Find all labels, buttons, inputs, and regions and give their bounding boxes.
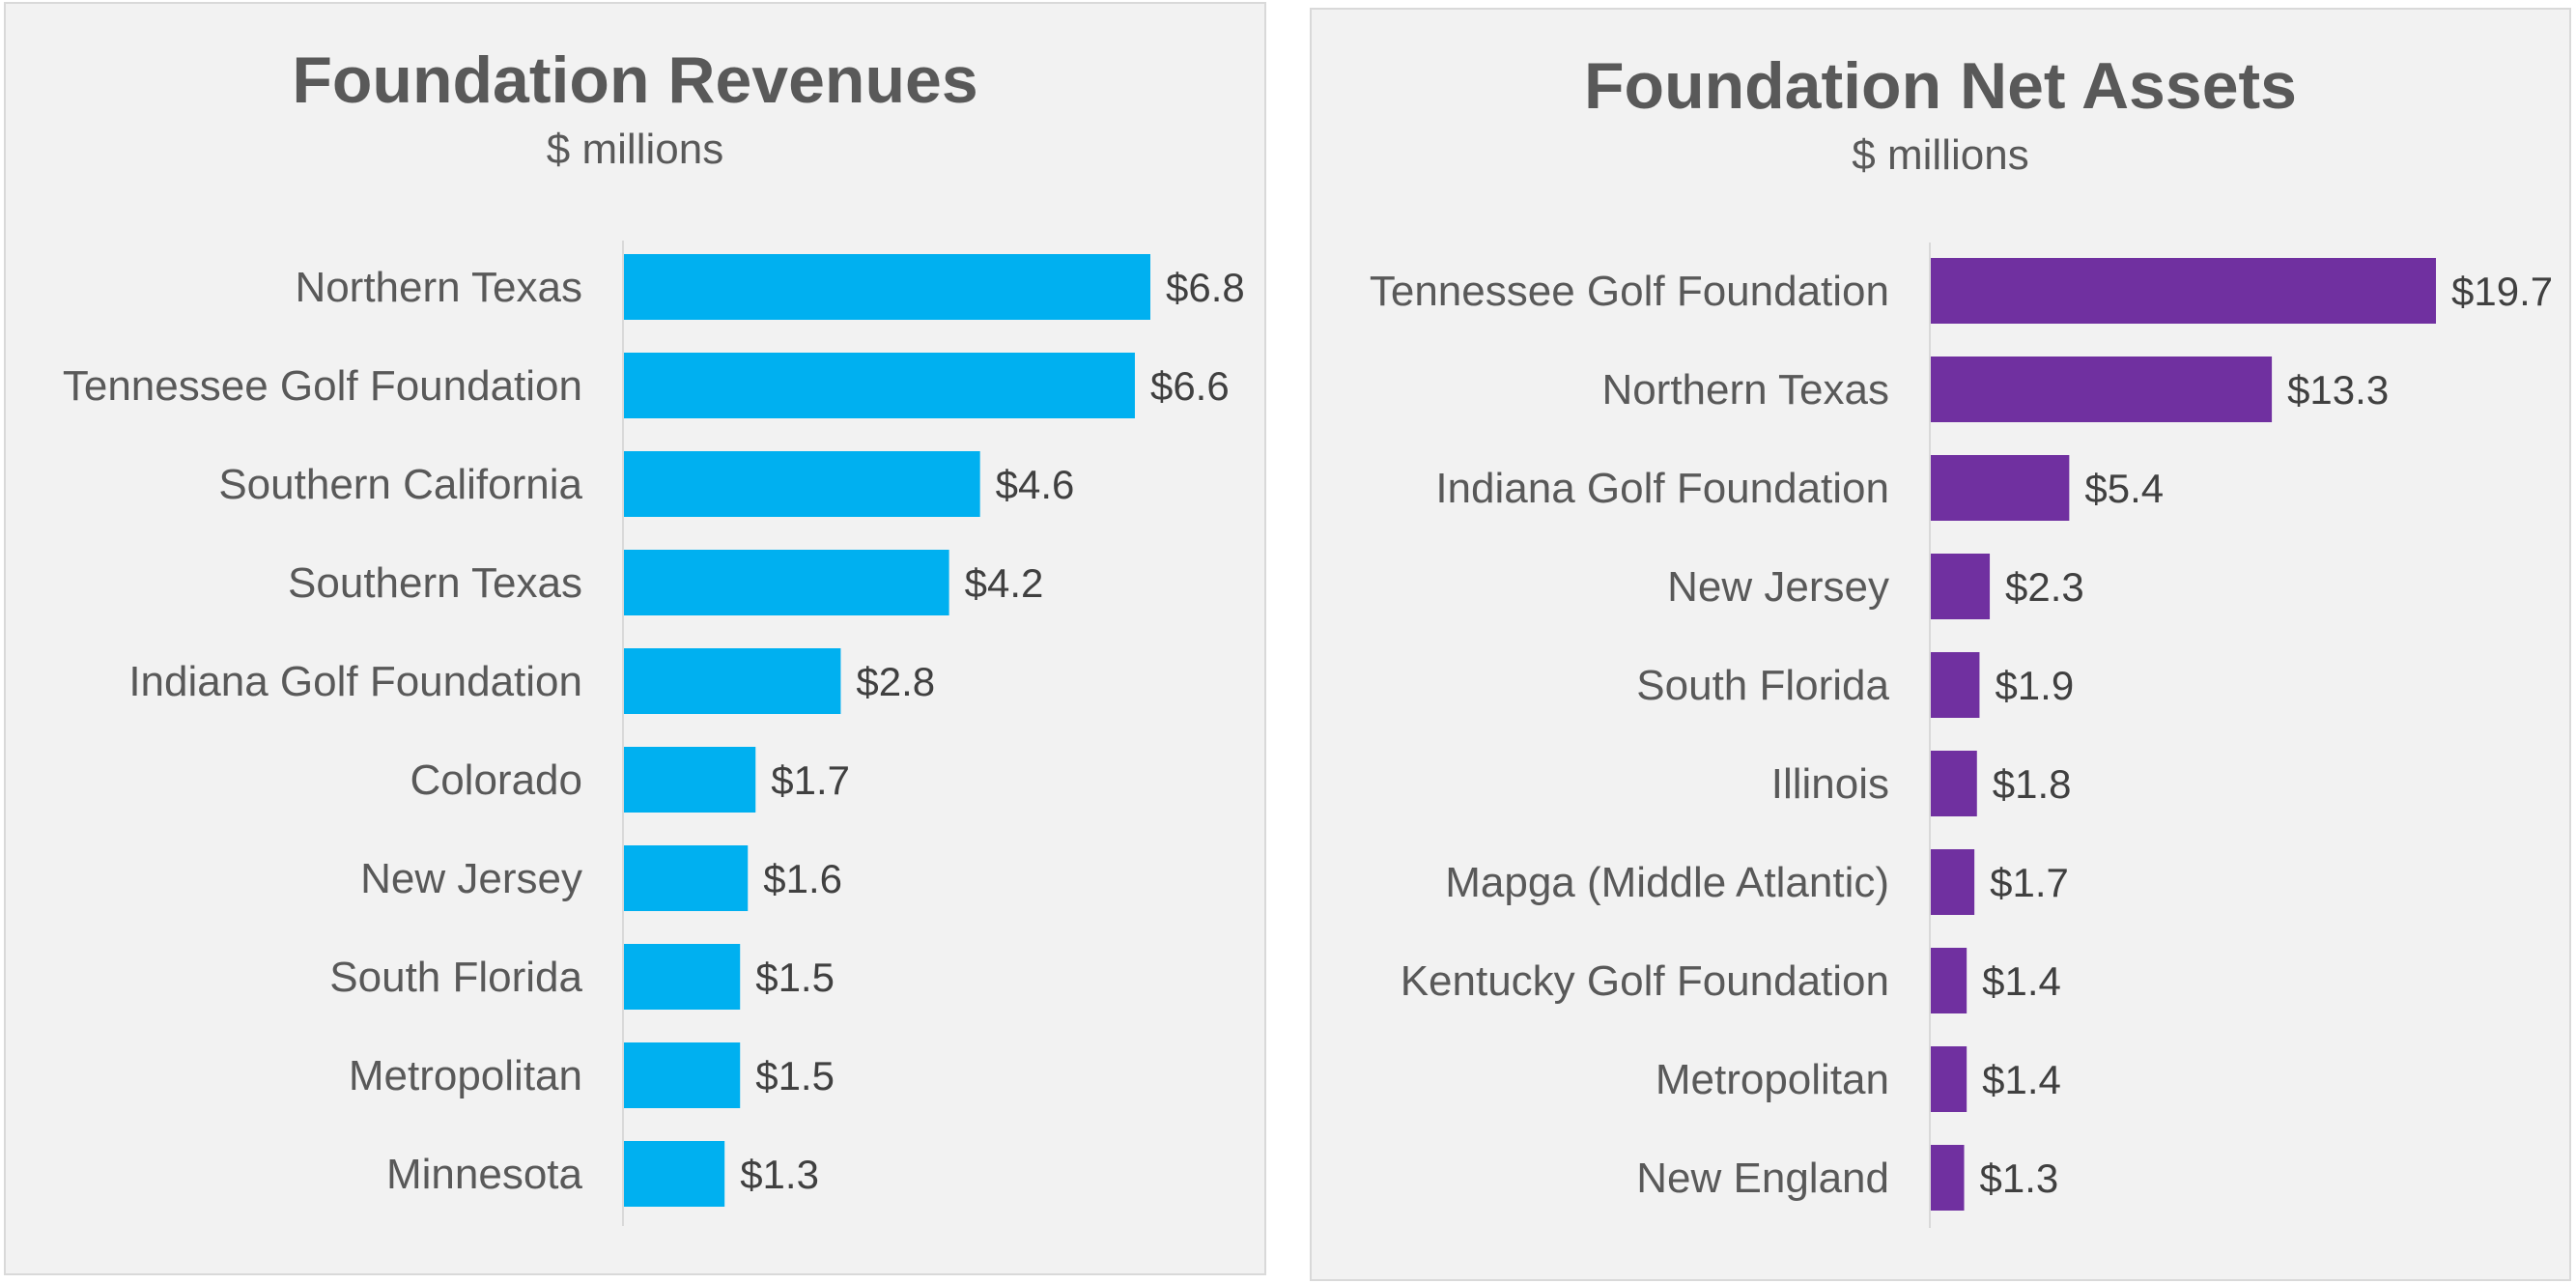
- data-label: $6.8: [1166, 265, 1245, 310]
- data-label: $2.3: [2005, 564, 2084, 610]
- category-label: Mapga (Middle Atlantic): [1445, 859, 1889, 906]
- data-label: $13.3: [2287, 367, 2389, 413]
- category-label: Southern California: [218, 461, 582, 508]
- bar: [624, 451, 980, 517]
- net-assets-bar-chart: Tennessee Golf Foundation $19.7 Northern T…: [1370, 243, 2553, 1228]
- bar: [1931, 1145, 1965, 1211]
- bar: [1931, 357, 2273, 422]
- data-label: $1.3: [740, 1152, 819, 1197]
- bar: [1931, 948, 1967, 1013]
- category-label: Kentucky Golf Foundation: [1401, 957, 1889, 1005]
- data-label: $1.5: [755, 1053, 835, 1099]
- category-label: Indiana Golf Foundation: [1435, 465, 1889, 512]
- revenues-chart-panel: Foundation Revenues $ millions Northern …: [4, 2, 1266, 1275]
- chart-title: Foundation Net Assets: [1584, 49, 2297, 123]
- bar: [1931, 652, 1980, 718]
- category-label: Minnesota: [386, 1151, 583, 1198]
- data-label: $1.4: [1982, 958, 2061, 1004]
- revenues-bar-chart: Northern Texas $6.8 Tennessee Golf Foundat…: [63, 241, 1245, 1226]
- bar: [1931, 554, 1991, 619]
- category-label: Tennessee Golf Foundation: [63, 362, 582, 410]
- bar: [1931, 258, 2436, 324]
- data-label: $1.4: [1982, 1057, 2061, 1102]
- bar: [624, 648, 841, 714]
- data-label: $6.6: [1150, 363, 1230, 409]
- category-label: Tennessee Golf Foundation: [1370, 268, 1889, 315]
- category-label: Southern Texas: [288, 559, 582, 607]
- bar: [624, 845, 749, 911]
- data-label: $1.7: [771, 757, 850, 803]
- category-label: South Florida: [1636, 662, 1889, 709]
- bar: [624, 747, 756, 813]
- chart-title: Foundation Revenues: [292, 43, 978, 117]
- data-label: $19.7: [2451, 269, 2553, 314]
- net-assets-chart-panel: Foundation Net Assets $ millions Tenness…: [1310, 8, 2571, 1281]
- data-label: $5.4: [2084, 466, 2164, 511]
- data-label: $1.6: [763, 856, 842, 901]
- bar: [624, 550, 949, 615]
- chart-subtitle: $ millions: [546, 126, 724, 173]
- bar: [624, 1141, 725, 1207]
- category-label: South Florida: [329, 954, 582, 1001]
- category-label: Metropolitan: [1656, 1056, 1889, 1103]
- bar: [1931, 751, 1977, 816]
- chart-subtitle: $ millions: [1852, 131, 2029, 179]
- data-label: $2.8: [856, 659, 935, 704]
- data-label: $4.2: [965, 560, 1044, 606]
- category-label: New Jersey: [1667, 563, 1889, 611]
- data-label: $1.3: [1980, 1156, 2059, 1201]
- data-label: $1.8: [1993, 761, 2072, 807]
- category-label: New England: [1636, 1155, 1889, 1202]
- category-label: Northern Texas: [1601, 366, 1889, 414]
- category-label: New Jersey: [360, 855, 582, 902]
- category-label: Indiana Golf Foundation: [128, 658, 582, 705]
- category-label: Northern Texas: [295, 264, 582, 311]
- data-label: $1.7: [1990, 860, 2069, 905]
- bar: [624, 1042, 741, 1108]
- data-label: $1.5: [755, 955, 835, 1000]
- bar: [624, 944, 741, 1010]
- bar: [624, 254, 1150, 320]
- category-label: Illinois: [1771, 760, 1889, 808]
- bar: [1931, 1046, 1967, 1112]
- bar: [1931, 849, 1975, 915]
- data-label: $4.6: [996, 462, 1075, 507]
- category-label: Metropolitan: [349, 1052, 582, 1099]
- bar: [624, 353, 1135, 418]
- data-label: $1.9: [1995, 663, 2074, 708]
- bar: [1931, 455, 2070, 521]
- category-label: Colorado: [410, 756, 582, 804]
